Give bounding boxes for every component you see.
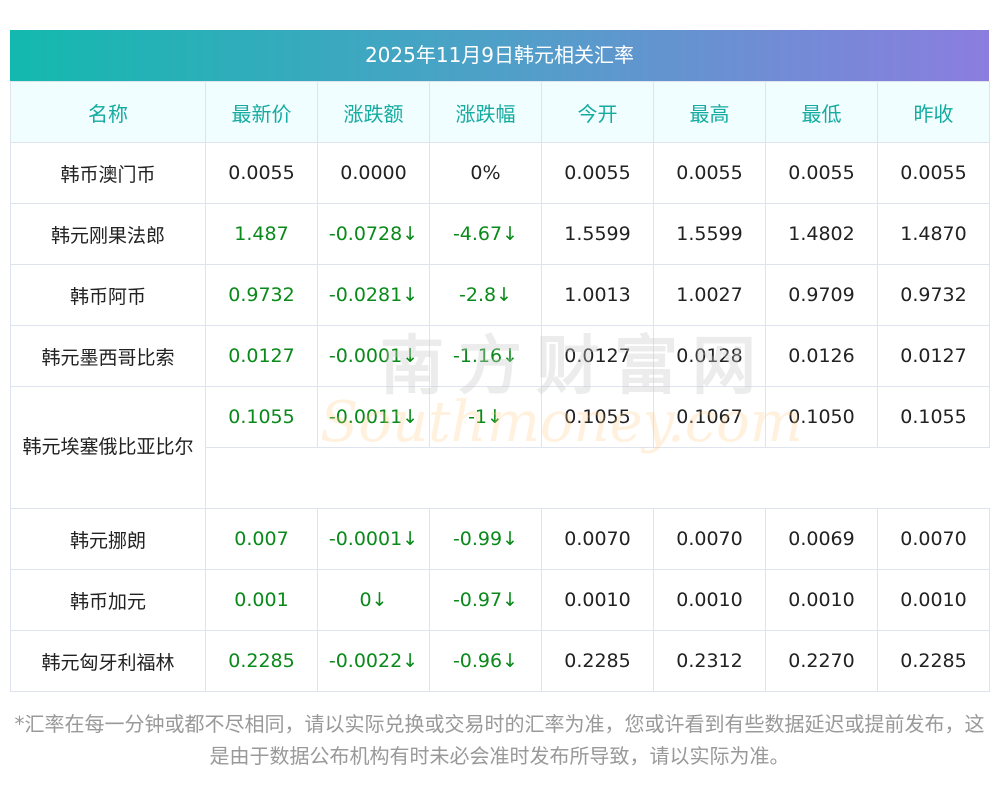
- cell-prev: 0.2285: [877, 630, 990, 692]
- table-row: 韩元挪朗 0.007 -0.0001↓ -0.99↓ 0.0070 0.0070 0.006…: [10, 508, 990, 570]
- cell-change: 0.0000: [317, 142, 430, 204]
- currency-name: 韩币加元: [10, 569, 206, 631]
- cell-high: 0.0055: [653, 142, 766, 204]
- cell-pct: -1.16↓: [429, 325, 542, 387]
- currency-name: 韩元匈牙利福林: [10, 630, 206, 692]
- table-row: 韩币澳门币 0.0055 0.0000 0% 0.0055 0.0055 0.0055 0.0…: [10, 142, 990, 204]
- column-header: 今开: [541, 81, 654, 143]
- cell-pct: -2.8↓: [429, 264, 542, 326]
- cell-pct: -0.97↓: [429, 569, 542, 631]
- cell-pct: -0.99↓: [429, 508, 542, 570]
- currency-name: 韩元刚果法郎: [10, 203, 206, 265]
- cell-change: -0.0001↓: [317, 508, 430, 570]
- column-header: 涨跌幅: [429, 81, 542, 143]
- cell-high: 0.0010: [653, 569, 766, 631]
- table-row: 韩元埃塞俄比亚比尔 0.1055 -0.0011↓ -1↓ 0.1055 0.1067 0.…: [10, 386, 990, 509]
- cell-high: 0.0070: [653, 508, 766, 570]
- disclaimer-note: *汇率在每一分钟或都不尽相同，请以实际兑换或交易时的汇率为准，您或许看到有些数据…: [14, 712, 985, 768]
- cell-low: 0.0010: [765, 569, 878, 631]
- cell-latest: 0.0055: [205, 142, 318, 204]
- cell-prev: 0.1055: [877, 386, 990, 448]
- cell-open: 0.1055: [541, 386, 654, 448]
- cell-change: 0↓: [317, 569, 430, 631]
- cell-prev: 0.0010: [877, 569, 990, 631]
- cell-latest: 0.2285: [205, 630, 318, 692]
- column-header: 最低: [765, 81, 878, 143]
- cell-prev: 1.4870: [877, 203, 990, 265]
- cell-pct: -0.96↓: [429, 630, 542, 692]
- currency-name: 韩币澳门币: [10, 142, 206, 204]
- cell-high: 0.0128: [653, 325, 766, 387]
- exchange-rate-table: 名称 最新价 涨跌额 涨跌幅 今开 最高 最低 昨收 韩币澳门币 0.0055 0.0000 0% 0…: [10, 81, 990, 692]
- column-header: 涨跌额: [317, 81, 430, 143]
- cell-low: 0.0069: [765, 508, 878, 570]
- column-header: 最高: [653, 81, 766, 143]
- cell-low: 0.1050: [765, 386, 878, 448]
- cell-pct: -1↓: [429, 386, 542, 448]
- cell-change: -0.0011↓: [317, 386, 430, 448]
- currency-name: 韩元挪朗: [10, 508, 206, 570]
- cell-low: 1.4802: [765, 203, 878, 265]
- column-header: 昨收: [877, 81, 990, 143]
- cell-pct: 0%: [429, 142, 542, 204]
- table-row: 韩币加元 0.001 0↓ -0.97↓ 0.0010 0.0010 0.0010 0.001…: [10, 569, 990, 631]
- cell-open: 1.5599: [541, 203, 654, 265]
- table-row: 韩币阿币 0.9732 -0.0281↓ -2.8↓ 1.0013 1.0027 0.970…: [10, 264, 990, 326]
- cell-latest: 0.001: [205, 569, 318, 631]
- cell-prev: 0.0070: [877, 508, 990, 570]
- cell-low: 0.9709: [765, 264, 878, 326]
- cell-latest: 0.9732: [205, 264, 318, 326]
- table-header-row: 名称 最新价 涨跌额 涨跌幅 今开 最高 最低 昨收: [10, 81, 990, 143]
- table-row: 韩元匈牙利福林 0.2285 -0.0022↓ -0.96↓ 0.2285 0.2312 0…: [10, 630, 990, 692]
- cell-open: 0.0127: [541, 325, 654, 387]
- cell-prev: 0.0055: [877, 142, 990, 204]
- cell-prev: 0.9732: [877, 264, 990, 326]
- cell-change: -0.0001↓: [317, 325, 430, 387]
- cell-high: 0.2312: [653, 630, 766, 692]
- empty-cell: [205, 447, 990, 509]
- page-title: 2025年11月9日韩元相关汇率: [10, 30, 989, 81]
- cell-low: 0.0126: [765, 325, 878, 387]
- cell-low: 0.0055: [765, 142, 878, 204]
- cell-high: 0.1067: [653, 386, 766, 448]
- cell-open: 0.2285: [541, 630, 654, 692]
- cell-latest: 0.0127: [205, 325, 318, 387]
- column-header: 最新价: [205, 81, 318, 143]
- cell-high: 1.5599: [653, 203, 766, 265]
- cell-change: -0.0281↓: [317, 264, 430, 326]
- cell-change: -0.0728↓: [317, 203, 430, 265]
- cell-pct: -4.67↓: [429, 203, 542, 265]
- cell-latest: 0.1055: [205, 386, 318, 448]
- cell-low: 0.2270: [765, 630, 878, 692]
- table-row-spacer: [11, 447, 990, 509]
- cell-open: 0.0055: [541, 142, 654, 204]
- cell-prev: 0.0127: [877, 325, 990, 387]
- cell-latest: 1.487: [205, 203, 318, 265]
- cell-high: 1.0027: [653, 264, 766, 326]
- cell-change: -0.0022↓: [317, 630, 430, 692]
- currency-name: 韩币阿币: [10, 264, 206, 326]
- table-row: 韩元墨西哥比索 0.0127 -0.0001↓ -1.16↓ 0.0127 0.0128 0…: [10, 325, 990, 387]
- cell-open: 0.0010: [541, 569, 654, 631]
- table-row: 韩元刚果法郎 1.487 -0.0728↓ -4.67↓ 1.5599 1.5599 1.4…: [10, 203, 990, 265]
- cell-latest: 0.007: [205, 508, 318, 570]
- cell-open: 1.0013: [541, 264, 654, 326]
- currency-name: 韩元墨西哥比索: [10, 325, 206, 387]
- cell-open: 0.0070: [541, 508, 654, 570]
- column-header: 名称: [10, 81, 206, 143]
- currency-name: 韩元埃塞俄比亚比尔: [10, 386, 206, 509]
